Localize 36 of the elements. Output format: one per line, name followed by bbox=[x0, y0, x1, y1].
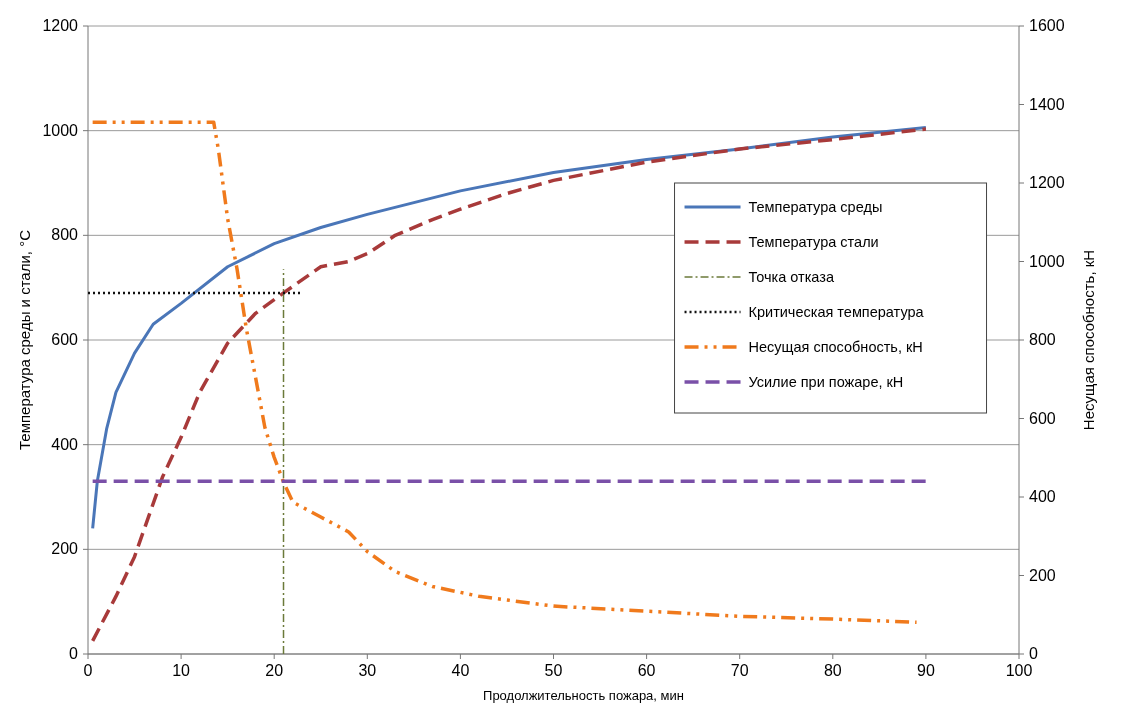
x-tick-label: 0 bbox=[83, 662, 93, 679]
y2-tick-label: 1400 bbox=[1029, 95, 1065, 113]
x-tick-label: 20 bbox=[265, 662, 284, 679]
y2-tick-label: 1600 bbox=[1029, 17, 1065, 34]
y2-tick-label: 0 bbox=[1029, 645, 1038, 662]
y-tick-label: 600 bbox=[51, 331, 79, 348]
x-tick-label: 70 bbox=[730, 662, 749, 679]
y-axis-title: Температура среды и стали, °C bbox=[16, 229, 33, 450]
y2-tick-label: 200 bbox=[1029, 566, 1056, 584]
x-tick-label: 30 bbox=[358, 662, 377, 679]
x-tick-label: 50 bbox=[544, 662, 563, 679]
legend-label: Температура среды bbox=[748, 199, 883, 215]
y2-tick-label: 1200 bbox=[1029, 174, 1065, 191]
y-tick-label: 800 bbox=[51, 226, 79, 244]
legend-label: Температура стали bbox=[748, 234, 879, 250]
y-tick-label: 200 bbox=[51, 540, 79, 558]
x-tick-label: 60 bbox=[637, 662, 656, 679]
y-tick-label: 400 bbox=[51, 435, 79, 453]
x-tick-label: 10 bbox=[172, 662, 191, 679]
y-tick-label: 1200 bbox=[42, 17, 79, 34]
x-tick-label: 100 bbox=[1005, 662, 1033, 679]
y2-tick-label: 600 bbox=[1029, 409, 1056, 427]
y2-tick-label: 400 bbox=[1029, 488, 1056, 505]
legend-label: Точка отказа bbox=[748, 269, 835, 285]
y-tick-label: 1000 bbox=[42, 121, 79, 139]
legend-label: Усилие при пожаре, кН bbox=[748, 374, 904, 390]
x-tick-label: 40 bbox=[451, 662, 470, 679]
x-axis-title: Продолжительность пожара, мин bbox=[483, 688, 684, 703]
x-tick-label: 90 bbox=[917, 662, 935, 679]
legend-label: Несущая способность, кН bbox=[748, 339, 923, 355]
y-tick-label: 0 bbox=[69, 645, 79, 662]
legend-label: Критическая температура bbox=[748, 304, 925, 320]
y2-tick-label: 800 bbox=[1029, 331, 1056, 348]
y2-axis-title: Несущая способность, кН bbox=[1080, 249, 1097, 431]
x-tick-label: 80 bbox=[823, 662, 842, 679]
y2-tick-label: 1000 bbox=[1029, 252, 1065, 270]
